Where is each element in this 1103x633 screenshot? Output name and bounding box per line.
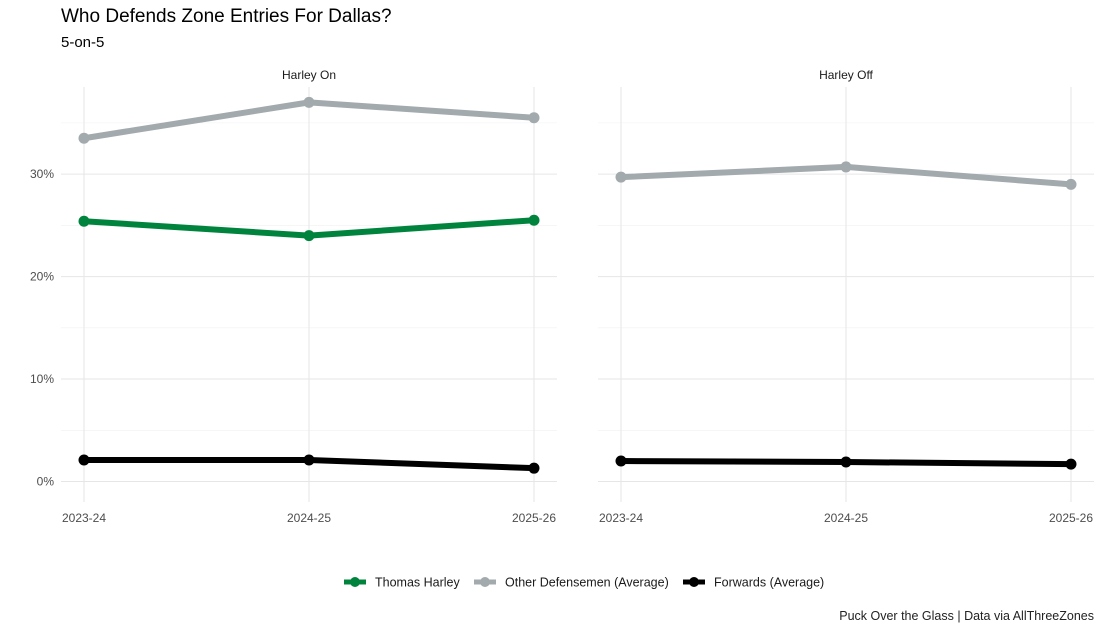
data-point <box>1065 458 1077 470</box>
data-point <box>528 462 540 474</box>
data-point <box>303 454 315 466</box>
legend-key-point <box>689 577 699 587</box>
facet-label: Harley On <box>282 68 336 82</box>
data-point <box>78 132 90 144</box>
x-tick-label: 2023-24 <box>62 511 106 525</box>
legend-key-point <box>350 577 360 587</box>
x-tick-label: 2024-25 <box>824 511 868 525</box>
data-point <box>840 456 852 468</box>
legend-key-point <box>480 577 490 587</box>
data-point <box>528 214 540 226</box>
data-point <box>303 96 315 108</box>
x-tick-label: 2023-24 <box>599 511 643 525</box>
x-tick-label: 2024-25 <box>287 511 331 525</box>
y-tick-label: 10% <box>30 372 54 386</box>
y-tick-label: 0% <box>37 475 55 489</box>
legend-label: Forwards (Average) <box>714 576 824 590</box>
chart-caption: Puck Over the Glass | Data via AllThreeZ… <box>839 609 1094 623</box>
legend-label: Other Defensemen (Average) <box>505 576 669 590</box>
x-tick-label: 2025-26 <box>512 511 556 525</box>
data-point <box>1065 178 1077 190</box>
data-point <box>78 454 90 466</box>
data-point <box>78 215 90 227</box>
data-point <box>303 230 315 242</box>
legend-label: Thomas Harley <box>375 576 460 590</box>
y-tick-label: 30% <box>30 167 54 181</box>
y-tick-label: 20% <box>30 270 54 284</box>
chart-subtitle: 5-on-5 <box>61 34 105 51</box>
data-point <box>615 455 627 467</box>
data-point <box>615 171 627 183</box>
facet-label: Harley Off <box>819 68 873 82</box>
chart-title: Who Defends Zone Entries For Dallas? <box>61 6 392 27</box>
data-point <box>840 161 852 173</box>
data-point <box>528 112 540 124</box>
x-tick-label: 2025-26 <box>1049 511 1093 525</box>
